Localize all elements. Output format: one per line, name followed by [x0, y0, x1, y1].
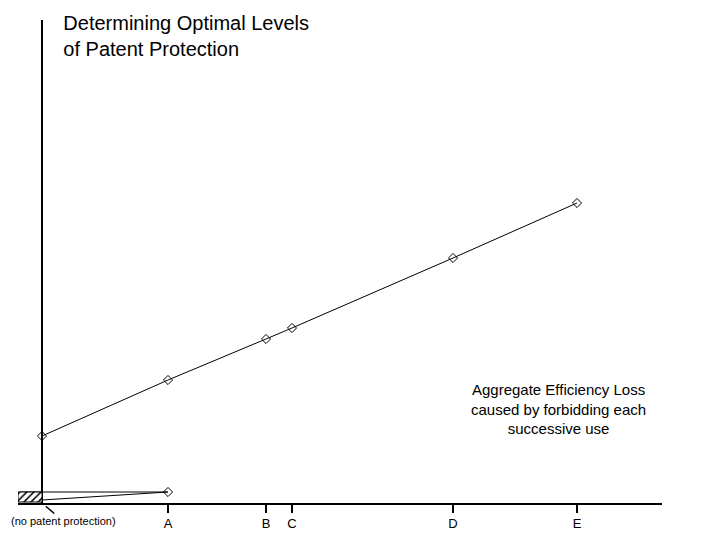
svg-text:A: A	[164, 516, 173, 531]
svg-text:C: C	[287, 516, 296, 531]
svg-text:D: D	[448, 516, 457, 531]
svg-text:B: B	[262, 516, 271, 531]
svg-text:(no patent protection): (no patent protection)	[11, 515, 116, 527]
svg-text:Aggregate Efficiency Losscause: Aggregate Efficiency Losscaused by forbi…	[471, 381, 646, 437]
svg-text:Determining Optimal Levelsof P: Determining Optimal Levelsof Patent Prot…	[63, 12, 309, 60]
svg-text:E: E	[573, 516, 582, 531]
